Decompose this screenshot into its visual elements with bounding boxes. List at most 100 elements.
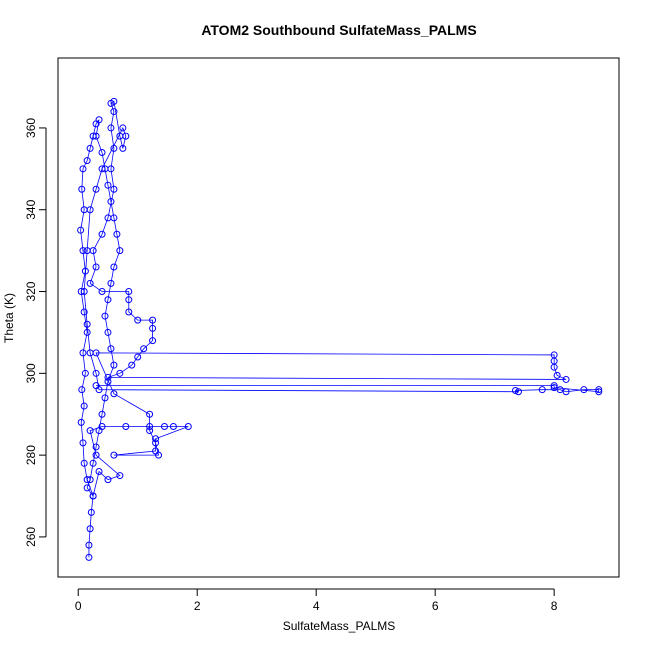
data-point <box>125 288 133 296</box>
data-point <box>79 165 87 173</box>
data-point <box>92 369 100 377</box>
data-point <box>79 247 87 255</box>
data-point <box>83 476 91 484</box>
data-point <box>149 316 157 324</box>
data-point <box>511 387 519 395</box>
data-point <box>107 198 115 206</box>
data-point <box>169 422 177 430</box>
data-point <box>86 427 94 435</box>
data-point <box>595 386 603 394</box>
data-point <box>98 165 106 173</box>
data-point <box>86 144 94 152</box>
data-point <box>80 402 88 410</box>
data-point <box>81 267 89 275</box>
data-point <box>104 296 112 304</box>
data-point <box>83 320 91 328</box>
data-point <box>556 386 564 394</box>
data-point <box>160 422 168 430</box>
x-tick-label: 0 <box>75 599 82 613</box>
data-point <box>101 394 109 402</box>
x-tick-label: 8 <box>551 599 558 613</box>
data-point <box>92 132 100 140</box>
data-point <box>116 369 124 377</box>
data-point <box>110 97 118 105</box>
data-point <box>98 410 106 418</box>
data-point <box>128 361 136 369</box>
x-tick-label: 4 <box>313 599 320 613</box>
data-point <box>86 525 94 533</box>
data-point <box>80 288 88 296</box>
data-point <box>119 124 127 132</box>
y-axis-label: Theta (K) <box>2 293 16 343</box>
data-point <box>110 108 118 116</box>
data-point <box>146 410 154 418</box>
data-point <box>562 388 570 396</box>
data-point <box>92 263 100 271</box>
data-point <box>77 288 85 296</box>
data-point <box>92 185 100 193</box>
data-point <box>79 349 87 357</box>
data-point <box>77 418 85 426</box>
data-point <box>107 345 115 353</box>
data-point <box>85 553 93 561</box>
data-point <box>77 226 85 234</box>
data-point <box>107 124 115 132</box>
data-point <box>80 459 88 467</box>
data-point <box>550 382 558 390</box>
data-point <box>81 369 89 377</box>
data-point <box>104 181 112 189</box>
data-point <box>110 361 118 369</box>
data-point <box>119 144 127 152</box>
data-point <box>104 214 112 222</box>
data-point <box>92 382 100 390</box>
data-point <box>98 230 106 238</box>
data-point <box>134 316 142 324</box>
data-point <box>152 435 160 443</box>
x-tick-label: 6 <box>432 599 439 613</box>
data-point <box>107 165 115 173</box>
x-axis-label: SulfateMass_PALMS <box>283 619 396 633</box>
data-point <box>83 157 91 165</box>
data-point <box>184 422 192 430</box>
data-point <box>134 353 142 361</box>
y-tick-label: 260 <box>24 527 38 547</box>
data-point <box>550 384 558 392</box>
data-point <box>87 508 95 516</box>
data-point <box>110 144 118 152</box>
plot-box <box>57 57 620 578</box>
data-point <box>98 148 106 156</box>
data-point <box>92 443 100 451</box>
data-point <box>89 132 97 140</box>
data-point <box>122 132 130 140</box>
data-point <box>116 472 124 480</box>
data-point <box>110 263 118 271</box>
data-point <box>89 492 97 500</box>
data-point <box>113 230 121 238</box>
data-point <box>104 476 112 484</box>
data-point <box>155 451 163 459</box>
data-point <box>110 451 118 459</box>
chart-title: ATOM2 Southbound SulfateMass_PALMS <box>201 22 476 38</box>
data-point <box>104 378 112 386</box>
data-point <box>89 459 97 467</box>
data-point <box>86 279 94 287</box>
data-point <box>149 324 157 332</box>
data-point <box>95 116 103 124</box>
data-point <box>101 312 109 320</box>
y-tick-label: 300 <box>24 363 38 383</box>
data-point <box>83 328 91 336</box>
data-point <box>122 422 130 430</box>
data-point <box>92 451 100 459</box>
data-point <box>98 288 106 296</box>
data-point <box>78 386 86 394</box>
data-point <box>562 375 570 383</box>
data-point <box>86 349 94 357</box>
data-point <box>80 308 88 316</box>
data-point <box>553 371 561 379</box>
data-point <box>152 439 160 447</box>
data-point <box>95 467 103 475</box>
data-point <box>580 386 588 394</box>
data-point <box>140 345 148 353</box>
y-tick-label: 280 <box>24 445 38 465</box>
data-point <box>79 439 87 447</box>
